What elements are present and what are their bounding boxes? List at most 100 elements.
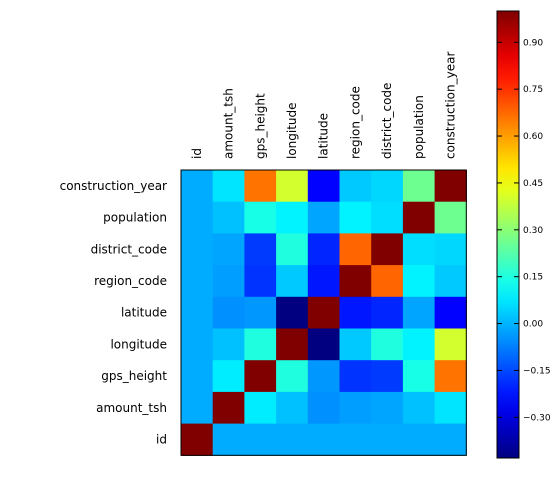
cell-region-code-gps-height xyxy=(244,265,277,298)
column-label-longitude: longitude xyxy=(285,102,299,159)
column-label-construction-year: construction_year xyxy=(443,52,457,159)
cell-population-longitude xyxy=(276,201,309,234)
cell-amount-tsh-latitude xyxy=(307,391,341,425)
column-label-population: population xyxy=(412,95,426,159)
cell-population-region-code xyxy=(339,201,372,234)
cell-latitude-gps-height xyxy=(244,296,277,330)
column-label-id: id xyxy=(190,148,204,159)
row-label-region-code: region_code xyxy=(94,274,167,288)
cell-id-amount-tsh xyxy=(212,423,245,456)
row-labels: construction_year population district_code… xyxy=(60,179,168,447)
cell-amount-tsh-population xyxy=(402,391,436,425)
row-label-id: id xyxy=(156,432,167,446)
cell-region-code-id xyxy=(181,265,214,298)
row-label-gps-height: gps_height xyxy=(101,369,167,383)
cell-id-longitude xyxy=(276,423,309,456)
cell-longitude-population xyxy=(402,328,436,361)
cell-region-code-latitude xyxy=(307,265,341,298)
colorbar-tick-label: 0.75 xyxy=(523,85,543,95)
row-label-amount-tsh: amount_tsh xyxy=(96,401,167,415)
colorbar-tick-label: 0.15 xyxy=(523,273,543,283)
column-label-district-code: district_code xyxy=(380,83,394,159)
cell-population-district-code xyxy=(371,201,404,234)
cell-latitude-latitude xyxy=(307,296,341,330)
colorbar-tick-label: −0.15 xyxy=(523,366,551,376)
cell-construction-year-amount-tsh xyxy=(212,170,245,203)
cell-region-code-region-code xyxy=(339,265,372,298)
cell-longitude-latitude xyxy=(307,328,341,361)
cell-gps-height-id xyxy=(181,360,214,393)
colorbar xyxy=(496,10,520,459)
cell-longitude-construction-year xyxy=(434,328,467,361)
cell-construction-year-latitude xyxy=(307,170,341,203)
cell-construction-year-population xyxy=(402,170,436,203)
cell-gps-height-population xyxy=(402,360,436,393)
cell-district-code-gps-height xyxy=(244,233,277,266)
cell-population-id xyxy=(181,201,214,234)
cell-amount-tsh-id xyxy=(181,391,214,425)
cell-construction-year-construction-year xyxy=(434,170,467,203)
cell-population-gps-height xyxy=(244,201,277,234)
cell-gps-height-longitude xyxy=(276,360,309,393)
cell-latitude-id xyxy=(181,296,214,330)
cell-region-code-amount-tsh xyxy=(212,265,245,298)
cell-id-population xyxy=(402,423,436,456)
cell-construction-year-id xyxy=(181,170,214,203)
column-label-region-code: region_code xyxy=(348,86,362,159)
cell-population-latitude xyxy=(307,201,341,234)
row-label-latitude: latitude xyxy=(121,306,167,320)
column-label-gps-height: gps_height xyxy=(253,93,267,159)
colorbar-tick-label: 0.30 xyxy=(523,226,543,236)
cell-longitude-gps-height xyxy=(244,328,277,361)
column-labels: id amount_tsh gps_height longitude latitude r… xyxy=(190,52,458,159)
cell-gps-height-amount-tsh xyxy=(212,360,245,393)
row-label-district-code: district_code xyxy=(91,242,167,256)
cell-population-amount-tsh xyxy=(212,201,245,234)
colorbar-tick-label: 0.00 xyxy=(523,320,543,330)
cell-amount-tsh-longitude xyxy=(276,391,309,425)
cell-amount-tsh-amount-tsh xyxy=(212,391,245,425)
cell-amount-tsh-region-code xyxy=(339,391,372,425)
cell-district-code-longitude xyxy=(276,233,309,266)
cell-region-code-longitude xyxy=(276,265,309,298)
cell-id-region-code xyxy=(339,423,372,456)
cell-id-district-code xyxy=(371,423,404,456)
cell-id-gps-height xyxy=(244,423,277,456)
cell-district-code-region-code xyxy=(339,233,372,266)
cell-gps-height-district-code xyxy=(371,360,404,393)
cell-latitude-district-code xyxy=(371,296,404,330)
cell-district-code-amount-tsh xyxy=(212,233,245,266)
heatmap-cells xyxy=(181,170,467,456)
row-label-construction-year: construction_year xyxy=(60,179,167,193)
cell-longitude-longitude xyxy=(276,328,309,361)
row-label-population: population xyxy=(103,211,167,225)
cell-district-code-district-code xyxy=(371,233,404,266)
cell-latitude-construction-year xyxy=(434,296,467,330)
cell-region-code-construction-year xyxy=(434,265,467,298)
heatmap-frame xyxy=(180,169,467,456)
cell-latitude-longitude xyxy=(276,296,309,330)
cell-amount-tsh-gps-height xyxy=(244,391,277,425)
cell-construction-year-longitude xyxy=(276,170,309,203)
cell-latitude-region-code xyxy=(339,296,372,330)
colorbar-tick-label: 0.90 xyxy=(523,38,543,48)
cell-district-code-population xyxy=(402,233,436,266)
column-label-amount-tsh: amount_tsh xyxy=(222,88,236,159)
cell-gps-height-latitude xyxy=(307,360,341,393)
cell-district-code-latitude xyxy=(307,233,341,266)
cell-amount-tsh-construction-year xyxy=(434,391,467,425)
cell-gps-height-region-code xyxy=(339,360,372,393)
colorbar-tick-label: −0.30 xyxy=(523,413,551,423)
cell-gps-height-construction-year xyxy=(434,360,467,393)
cell-construction-year-region-code xyxy=(339,170,372,203)
cell-construction-year-gps-height xyxy=(244,170,277,203)
cell-gps-height-gps-height xyxy=(244,360,277,393)
cell-district-code-id xyxy=(181,233,214,266)
cell-id-id xyxy=(181,423,214,456)
cell-construction-year-district-code xyxy=(371,170,404,203)
cell-latitude-amount-tsh xyxy=(212,296,245,330)
column-label-latitude: latitude xyxy=(317,113,331,159)
cell-longitude-district-code xyxy=(371,328,404,361)
cell-latitude-population xyxy=(402,296,436,330)
